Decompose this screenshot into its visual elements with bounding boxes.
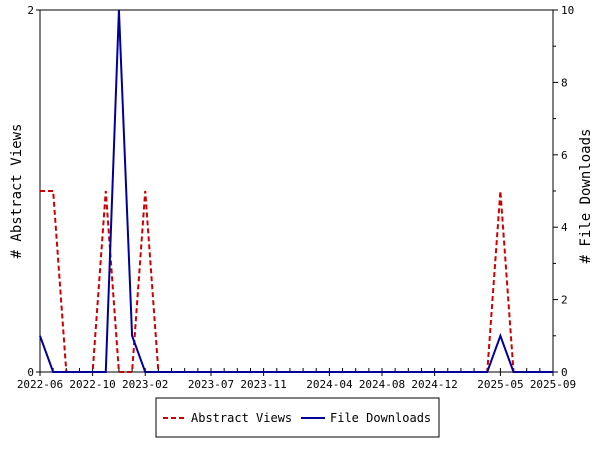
- legend-label-abstract-views: Abstract Views: [191, 411, 292, 425]
- left-y-tick-label: 0: [27, 366, 34, 379]
- right-y-tick-label: 4: [561, 221, 568, 234]
- x-axis: 2022-06 2022-10 2023-02 2023-07 2023-11 2024-…: [17, 368, 576, 391]
- x-tick-label: 2025-09: [530, 378, 576, 391]
- right-axis-title: # File Downloads: [578, 129, 594, 264]
- right-y-axis: 0 2 4 6 8 10: [553, 4, 574, 379]
- left-axis-title: # Abstract Views: [9, 124, 25, 259]
- right-y-tick-label: 6: [561, 149, 568, 162]
- legend-box: [155, 397, 440, 438]
- left-y-tick-label: 2: [27, 4, 34, 17]
- x-tick-label: 2024-12: [411, 378, 457, 391]
- legend: Abstract Views File Downloads: [155, 397, 440, 438]
- series-line-file-downloads: [39, 9, 553, 373]
- x-tick-label: 2023-02: [122, 378, 168, 391]
- right-y-tick-label: 10: [561, 4, 574, 17]
- x-tick-label: 2024-08: [359, 378, 405, 391]
- x-tick-label: 2023-07: [188, 378, 234, 391]
- x-tick-label: 2022-10: [69, 378, 115, 391]
- series-layer: [39, 9, 553, 373]
- x-tick-label: 2025-05: [477, 378, 523, 391]
- left-y-axis: 02: [27, 4, 40, 379]
- legend-label-file-downloads: File Downloads: [330, 411, 431, 425]
- x-tick-label: 2022-06: [17, 378, 63, 391]
- right-y-tick-label: 0: [561, 366, 568, 379]
- x-tick-label: 2024-04: [306, 378, 353, 391]
- x-tick-label: 2023-11: [240, 378, 286, 391]
- right-y-tick-label: 2: [561, 294, 568, 307]
- right-y-tick-label: 8: [561, 76, 568, 89]
